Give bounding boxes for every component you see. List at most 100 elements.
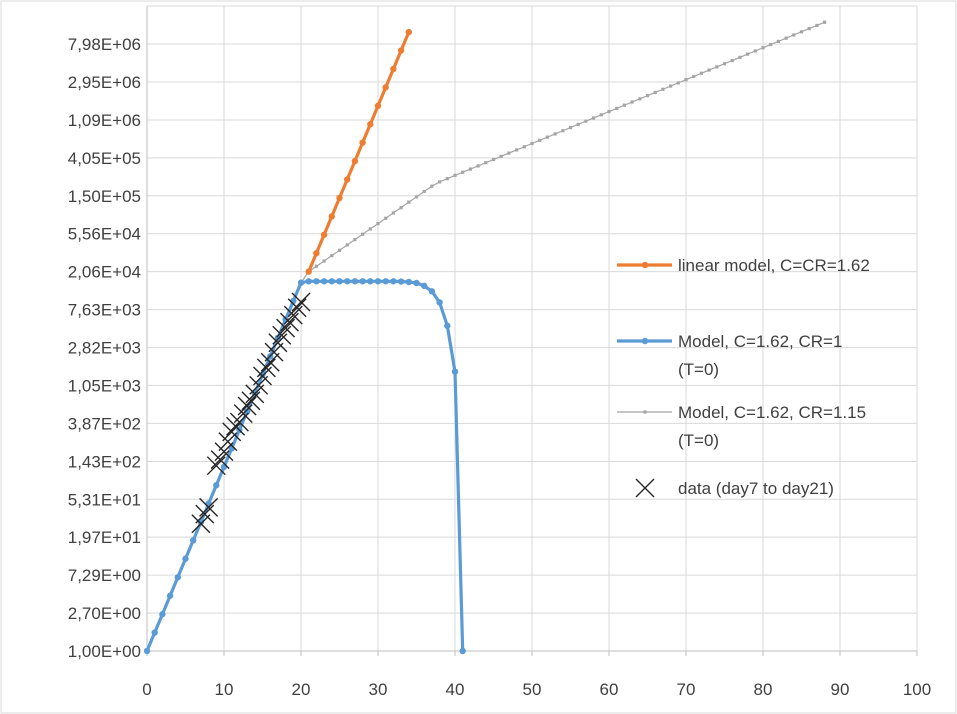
x-tick-label: 0: [142, 680, 151, 699]
data-point: [599, 113, 603, 117]
legend-marker: [635, 478, 655, 498]
data-point: [397, 47, 405, 54]
data-point: [484, 161, 488, 165]
y-tick-label: 2,70E+00: [68, 604, 141, 623]
data-point: [684, 78, 688, 82]
data-point: [715, 65, 719, 69]
series-2: [299, 20, 827, 285]
data-point: [746, 52, 750, 56]
data-point: [823, 20, 827, 24]
legend-entry-0: linear model, C=CR=1.62: [617, 256, 870, 275]
data-point: [576, 122, 580, 126]
data-point: [336, 194, 343, 202]
data-point: [222, 422, 242, 442]
data-point: [753, 49, 757, 53]
y-tick-label: 2,82E+03: [68, 339, 141, 358]
x-tick-label: 30: [369, 680, 388, 699]
x-tick-label: 20: [292, 680, 311, 699]
data-point: [592, 116, 596, 120]
data-point: [314, 264, 318, 268]
data-point: [345, 243, 349, 247]
data-point: [264, 342, 284, 362]
data-point: [313, 249, 320, 257]
data-point: [359, 278, 366, 285]
data-point: [351, 157, 359, 165]
legend-marker: [641, 261, 649, 269]
data-point: [515, 148, 519, 152]
data-point: [738, 55, 742, 59]
gridlines: [147, 5, 918, 651]
data-point: [218, 432, 238, 452]
data-point: [237, 396, 257, 416]
data-point: [436, 299, 443, 306]
data-point: [159, 611, 166, 618]
data-point: [243, 408, 251, 415]
data-point: [405, 278, 412, 286]
data-point: [382, 278, 389, 285]
y-tick-label: 7,98E+06: [68, 35, 141, 54]
y-tick-label: 5,31E+01: [68, 490, 141, 509]
data-point: [174, 574, 181, 581]
data-point: [390, 278, 397, 285]
data-point: [337, 248, 342, 252]
y-tick-label: 1,09E+06: [68, 111, 141, 130]
data-point: [256, 358, 276, 378]
x-tick-label: 70: [677, 680, 696, 699]
data-point: [344, 278, 351, 285]
data-point: [336, 278, 343, 285]
data-point: [568, 125, 573, 130]
series-line: [145, 279, 465, 652]
data-point: [328, 213, 335, 220]
legend-label-line2: (T=0): [678, 431, 719, 450]
data-point: [143, 647, 151, 655]
y-tick-label: 1,05E+03: [68, 376, 141, 395]
data-point: [287, 298, 307, 318]
data-point: [730, 58, 734, 63]
series-0: [305, 28, 412, 275]
x-tick-label: 80: [754, 680, 773, 699]
data-point: [399, 206, 403, 210]
data-point: [344, 176, 351, 183]
y-tick-label: 2,06E+04: [68, 263, 141, 282]
data-point: [422, 189, 426, 194]
y-tick-label: 7,29E+00: [68, 566, 141, 585]
data-point: [776, 39, 780, 43]
series-layer: [143, 20, 827, 655]
y-tick-label: 1,50E+05: [68, 187, 141, 206]
data-point: [507, 151, 511, 155]
data-point: [707, 68, 711, 72]
data-point: [692, 74, 696, 79]
data-point: [191, 514, 211, 534]
data-point: [260, 352, 280, 372]
y-tick-label: 7,63E+03: [68, 301, 141, 320]
legend-marker: [641, 337, 649, 345]
data-point: [792, 33, 796, 37]
y-tick-label: 4,05E+05: [68, 149, 141, 168]
data-point: [453, 173, 457, 177]
data-point: [330, 254, 334, 258]
x-tick-label: 90: [831, 680, 850, 699]
y-tick-label: 5,56E+04: [68, 225, 141, 244]
data-point: [545, 135, 549, 139]
y-tick-label: 1,00E+00: [68, 642, 141, 661]
data-point: [390, 65, 397, 73]
data-point: [722, 62, 727, 66]
data-point: [630, 100, 634, 104]
data-point: [499, 154, 503, 158]
data-point: [676, 81, 680, 85]
data-point: [199, 497, 219, 517]
data-point: [376, 222, 380, 226]
data-point: [807, 27, 811, 31]
data-point: [444, 322, 451, 329]
data-point: [276, 318, 296, 338]
data-point: [421, 282, 428, 290]
data-point: [553, 132, 557, 136]
data-point: [699, 71, 703, 75]
data-point: [638, 97, 642, 101]
data-point: [320, 231, 328, 238]
data-point: [530, 141, 534, 146]
data-point: [279, 312, 299, 332]
data-point: [769, 42, 773, 47]
